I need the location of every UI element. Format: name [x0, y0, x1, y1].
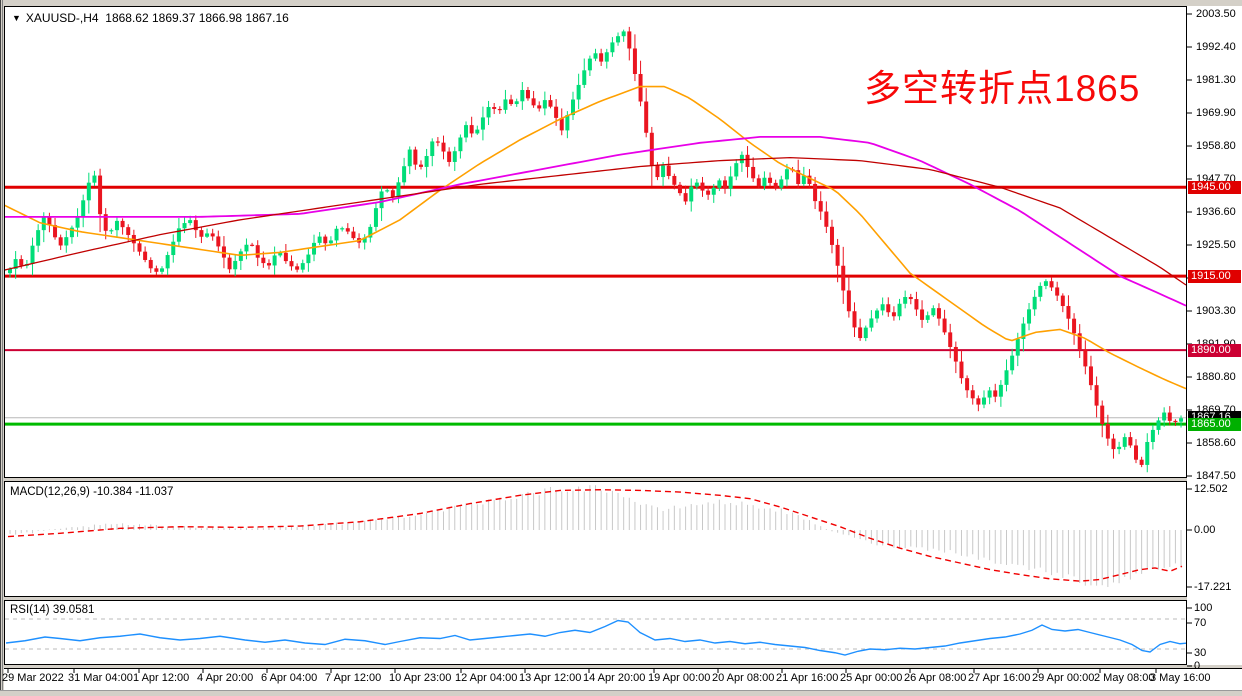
- time-axis-label: 1 Apr 12:00: [133, 672, 190, 684]
- window-bottom-edge: [0, 690, 1242, 696]
- price-axis-label: 1858.60: [1196, 437, 1236, 449]
- time-axis-label: 19 Apr 00:00: [648, 672, 711, 684]
- time-axis-label: 29 Mar 2022: [2, 672, 64, 684]
- ohlc-readout: 1868.62 1869.37 1866.98 1867.16: [105, 11, 289, 25]
- time-axis-label: 2 May 08:00: [1094, 672, 1155, 684]
- macd-axis-label: 12.502: [1194, 483, 1228, 495]
- rsi-axis-label: 100: [1194, 602, 1213, 614]
- rsi-axis-label: 0: [1194, 660, 1201, 672]
- time-axis-label: 10 Apr 23:00: [389, 672, 452, 684]
- time-axis-label: 27 Apr 16:00: [968, 672, 1031, 684]
- price-axis-label: 1969.90: [1196, 107, 1236, 119]
- time-axis-label: 6 Apr 04:00: [261, 672, 318, 684]
- time-axis-label: 31 Mar 04:00: [68, 672, 133, 684]
- time-axis-label: 26 Apr 08:00: [904, 672, 967, 684]
- macd-axis-label: 0.00: [1194, 524, 1216, 536]
- price-axis-label: 1936.60: [1196, 206, 1236, 218]
- time-axis-label: 13 Apr 12:00: [519, 672, 582, 684]
- time-axis[interactable]: [4, 668, 1242, 691]
- price-axis-label: 1880.80: [1196, 371, 1236, 383]
- window-left-edge-inner: [2, 0, 3, 690]
- macd-axis-label: -17.221: [1194, 581, 1232, 593]
- time-axis-label: 3 May 16:00: [1150, 672, 1211, 684]
- time-axis-label: 20 Apr 08:00: [712, 672, 775, 684]
- time-axis-label: 14 Apr 20:00: [583, 672, 646, 684]
- symbol-timeframe-label: XAUUSD-,H4: [25, 11, 99, 25]
- time-axis-label: 25 Apr 00:00: [840, 672, 903, 684]
- window-left-edge: [0, 0, 1, 696]
- rsi-axis-label: 70: [1194, 617, 1207, 629]
- time-axis-label: 12 Apr 04:00: [455, 672, 518, 684]
- time-axis-label: 4 Apr 20:00: [197, 672, 254, 684]
- hline-price-badge: 1915.00: [1188, 270, 1241, 283]
- hline-price-badge: 1890.00: [1188, 344, 1241, 357]
- price-axis-label: 1925.50: [1196, 239, 1236, 251]
- macd-indicator-panel[interactable]: [4, 481, 1187, 597]
- rsi-axis-label: 30: [1194, 647, 1207, 659]
- price-axis[interactable]: [1187, 6, 1242, 665]
- hline-price-badge: 1865.00: [1188, 418, 1241, 431]
- time-axis-label: 29 Apr 00:00: [1032, 672, 1095, 684]
- price-axis-label: 1981.30: [1196, 74, 1236, 86]
- price-axis-label: 1903.30: [1196, 305, 1236, 317]
- symbol-dropdown-arrow-icon[interactable]: ▼: [12, 13, 21, 23]
- chart-title: ▼ XAUUSD-,H4 1868.62 1869.37 1866.98 1867…: [12, 11, 289, 25]
- time-axis-label: 7 Apr 12:00: [325, 672, 382, 684]
- price-axis-label: 1958.80: [1196, 140, 1236, 152]
- time-axis-label: 21 Apr 16:00: [776, 672, 839, 684]
- price-axis-label: 1847.50: [1196, 470, 1236, 482]
- price-axis-label: 2003.50: [1196, 8, 1236, 20]
- macd-label: MACD(12,26,9) -10.384 -11.037: [10, 486, 174, 498]
- rsi-label: RSI(14) 39.0581: [10, 604, 95, 616]
- price-axis-label: 1992.40: [1196, 41, 1236, 53]
- rsi-indicator-panel[interactable]: [4, 600, 1187, 665]
- annotation-text: 多空转折点1865: [864, 68, 1141, 109]
- hline-price-badge: 1945.00: [1188, 181, 1241, 194]
